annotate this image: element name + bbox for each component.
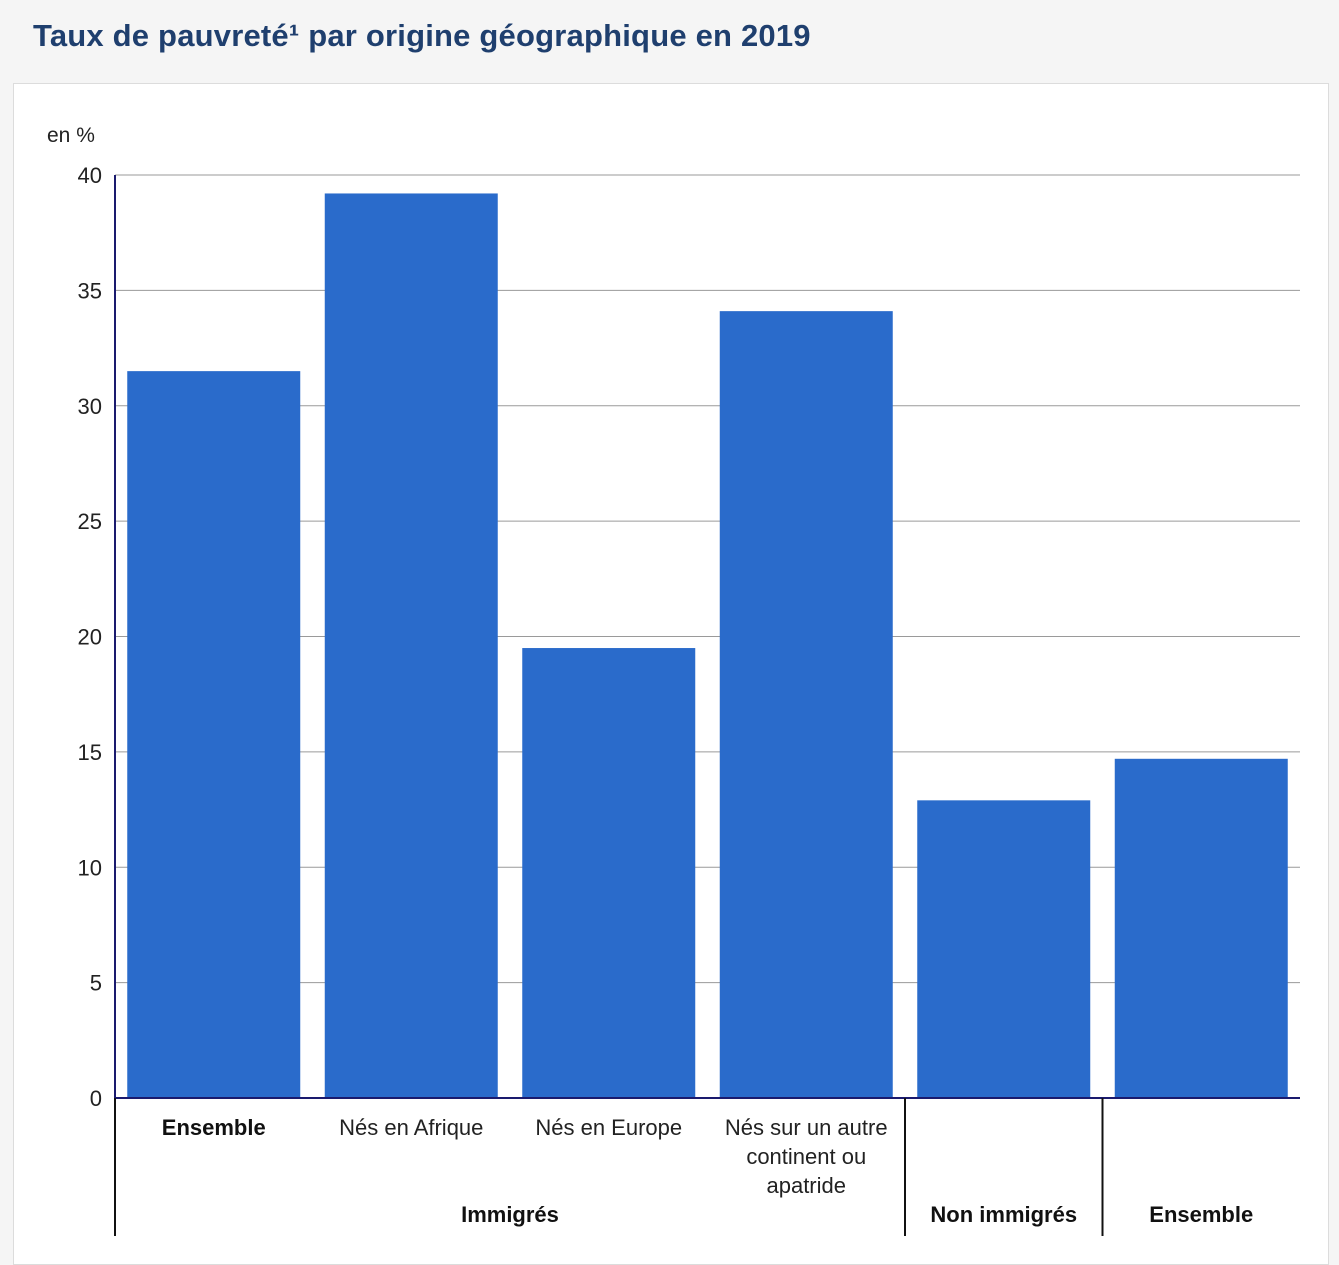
bar [1114, 758, 1288, 1098]
group-labels: Immigrés Non immigrés Ensemble [461, 1202, 1253, 1227]
group-label: Ensemble [1149, 1202, 1253, 1227]
y-tick-label: 10 [78, 855, 102, 880]
y-tick-label: 0 [90, 1086, 102, 1111]
group-label: Immigrés [461, 1202, 559, 1227]
y-tick-label: 40 [78, 163, 102, 188]
axes [114, 175, 1300, 1236]
x-tick-label: continent ou [746, 1144, 866, 1169]
bar [917, 800, 1091, 1098]
x-tick-label: Nés en Afrique [339, 1115, 483, 1140]
y-tick-label: 25 [78, 509, 102, 534]
chart-title: Taux de pauvreté¹ par origine géographiq… [33, 18, 811, 53]
y-tick-labels: 0 5 10 15 20 25 30 35 40 [78, 163, 102, 1111]
y-tick-label: 5 [90, 971, 102, 996]
x-tick-label: Nés en Europe [535, 1115, 682, 1140]
bar [324, 193, 498, 1098]
y-tick-label: 30 [78, 394, 102, 419]
bars [127, 193, 1288, 1099]
bar [127, 371, 301, 1098]
x-tick-label: Ensemble [162, 1115, 266, 1140]
bar [522, 648, 696, 1098]
y-tick-label: 20 [78, 625, 102, 650]
bar [719, 311, 893, 1099]
group-label: Non immigrés [930, 1202, 1077, 1227]
x-category-labels: Ensemble Nés en Afrique Nés en Europe Nés s… [162, 1115, 888, 1198]
y-unit-label: en % [47, 124, 95, 147]
x-tick-label: apatride [766, 1173, 846, 1198]
y-tick-label: 35 [78, 278, 102, 303]
y-tick-label: 15 [78, 740, 102, 765]
x-tick-label: Nés sur un autre [725, 1115, 888, 1140]
gridlines [115, 174, 1300, 984]
